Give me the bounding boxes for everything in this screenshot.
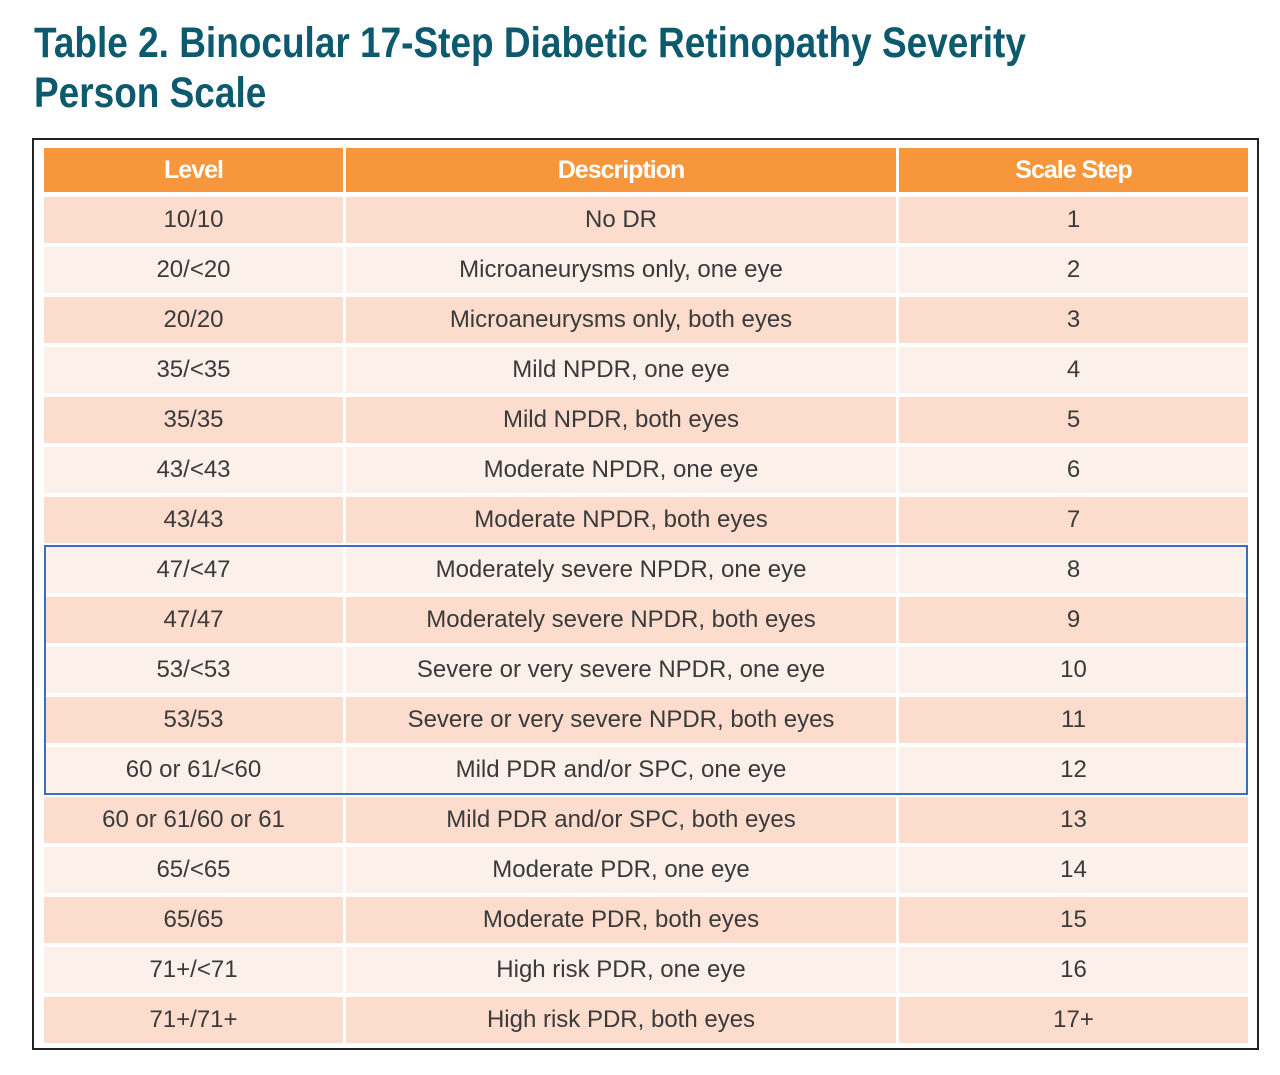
header-description: Description [346,148,896,192]
scale-step-cell: 12 [899,747,1248,793]
description-cell: Moderate PDR, one eye [346,847,896,893]
level-cell: 20/20 [44,297,343,343]
header-level: Level [44,148,343,192]
level-cell: 53/<53 [44,647,343,693]
level-cell: 47/47 [44,597,343,643]
header-scale-step: Scale Step [899,148,1248,192]
scale-step-cell: 10 [899,647,1248,693]
description-cell: High risk PDR, one eye [346,947,896,993]
scale-step-cell: 15 [899,897,1248,943]
level-cell: 47/<47 [44,547,343,593]
table-row: 43/43 Moderate NPDR, both eyes 7 [44,497,1248,543]
scale-step-cell: 13 [899,797,1248,843]
scale-step-cell: 4 [899,347,1248,393]
table-row: 60 or 61/<60 Mild PDR and/or SPC, one eye… [44,747,1248,793]
table-row: 20/<20 Microaneurysms only, one eye 2 [44,247,1248,293]
severity-table: Level Description Scale Step 10/10 No DR 1… [44,148,1248,1047]
table-row: 53/<53 Severe or very severe NPDR, one ey… [44,647,1248,693]
scale-step-cell: 7 [899,497,1248,543]
scale-step-cell: 17+ [899,997,1248,1043]
description-cell: Moderate PDR, both eyes [346,897,896,943]
description-cell: Mild NPDR, one eye [346,347,896,393]
description-cell: Mild PDR and/or SPC, one eye [346,747,896,793]
table-row: 47/47 Moderately severe NPDR, both eyes 9 [44,597,1248,643]
level-cell: 10/10 [44,197,343,243]
scale-step-cell: 3 [899,297,1248,343]
description-cell: High risk PDR, both eyes [346,997,896,1043]
level-cell: 35/35 [44,397,343,443]
description-cell: Severe or very severe NPDR, one eye [346,647,896,693]
description-cell: Moderately severe NPDR, one eye [346,547,896,593]
scale-step-cell: 16 [899,947,1248,993]
scale-step-cell: 5 [899,397,1248,443]
level-cell: 65/65 [44,897,343,943]
description-cell: Moderately severe NPDR, both eyes [346,597,896,643]
scale-step-cell: 14 [899,847,1248,893]
table-row: 43/<43 Moderate NPDR, one eye 6 [44,447,1248,493]
level-cell: 35/<35 [44,347,343,393]
table-row: 60 or 61/60 or 61 Mild PDR and/or SPC, bo… [44,797,1248,843]
table-row: 47/<47 Moderately severe NPDR, one eye 8 [44,547,1248,593]
table-row: 65/<65 Moderate PDR, one eye 14 [44,847,1248,893]
title-line-1: Table 2. Binocular 17-Step Diabetic Reti… [34,19,1026,67]
scale-step-cell: 6 [899,447,1248,493]
description-cell: Microaneurysms only, both eyes [346,297,896,343]
level-cell: 71+/71+ [44,997,343,1043]
table-row: 71+/<71 High risk PDR, one eye 16 [44,947,1248,993]
description-cell: Moderate NPDR, one eye [346,447,896,493]
description-cell: Mild NPDR, both eyes [346,397,896,443]
description-cell: Moderate NPDR, both eyes [346,497,896,543]
description-cell: Mild PDR and/or SPC, both eyes [346,797,896,843]
table-row: 53/53 Severe or very severe NPDR, both ey… [44,697,1248,743]
scale-step-cell: 8 [899,547,1248,593]
scale-step-cell: 1 [899,197,1248,243]
description-cell: Severe or very severe NPDR, both eyes [346,697,896,743]
table-row: 35/35 Mild NPDR, both eyes 5 [44,397,1248,443]
title-line-2: Person Scale [34,69,267,117]
table-row: 65/65 Moderate PDR, both eyes 15 [44,897,1248,943]
level-cell: 65/<65 [44,847,343,893]
table-row: 10/10 No DR 1 [44,197,1248,243]
table-row: 71+/71+ High risk PDR, both eyes 17+ [44,997,1248,1043]
table-row: 20/20 Microaneurysms only, both eyes 3 [44,297,1248,343]
level-cell: 60 or 61/60 or 61 [44,797,343,843]
level-cell: 53/53 [44,697,343,743]
level-cell: 71+/<71 [44,947,343,993]
level-cell: 43/43 [44,497,343,543]
level-cell: 20/<20 [44,247,343,293]
scale-step-cell: 9 [899,597,1248,643]
table-row: 35/<35 Mild NPDR, one eye 4 [44,347,1248,393]
description-cell: No DR [346,197,896,243]
level-cell: 60 or 61/<60 [44,747,343,793]
scale-step-cell: 11 [899,697,1248,743]
level-cell: 43/<43 [44,447,343,493]
page-title: Table 2. Binocular 17-Step Diabetic Reti… [34,18,1026,118]
table-header-row: Level Description Scale Step [44,148,1248,192]
description-cell: Microaneurysms only, one eye [346,247,896,293]
scale-step-cell: 2 [899,247,1248,293]
